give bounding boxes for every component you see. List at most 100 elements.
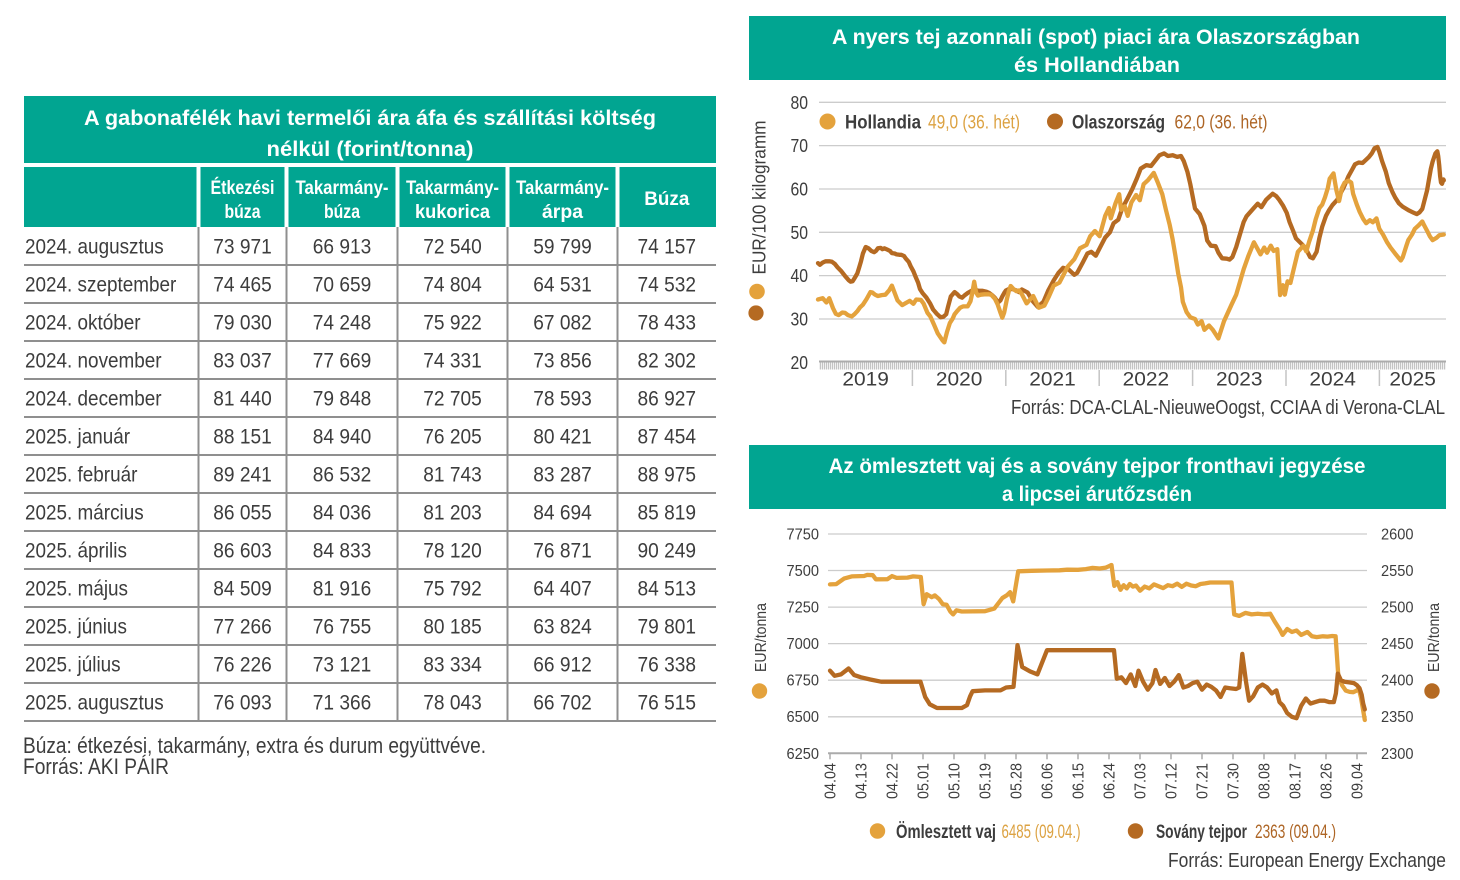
svg-text:07.03: 07.03 — [1133, 763, 1150, 799]
svg-text:73 856: 73 856 — [533, 349, 592, 372]
svg-text:2400: 2400 — [1381, 673, 1414, 690]
svg-text:2024. szeptember: 2024. szeptember — [25, 273, 176, 296]
svg-text:2025. április: 2025. április — [25, 539, 127, 562]
svg-text:2500: 2500 — [1381, 600, 1414, 617]
svg-text:81 440: 81 440 — [213, 387, 272, 410]
svg-text:Takarmány-: Takarmány- — [516, 177, 609, 199]
svg-text:62,0 (36. hét): 62,0 (36. hét) — [1175, 113, 1268, 134]
svg-text:76 871: 76 871 — [533, 539, 592, 562]
svg-text:77 669: 77 669 — [313, 349, 372, 372]
svg-text:64 531: 64 531 — [533, 273, 592, 296]
svg-text:2022: 2022 — [1123, 369, 1170, 391]
svg-text:89 241: 89 241 — [213, 463, 272, 486]
svg-text:Olaszország: Olaszország — [1072, 113, 1165, 134]
svg-text:2024: 2024 — [1309, 369, 1356, 391]
svg-text:78 593: 78 593 — [533, 387, 592, 410]
svg-text:81 203: 81 203 — [423, 501, 482, 524]
svg-text:88 975: 88 975 — [638, 463, 697, 486]
svg-text:08.08: 08.08 — [1257, 763, 1274, 799]
svg-text:7000: 7000 — [787, 636, 820, 653]
svg-text:2300: 2300 — [1381, 746, 1414, 763]
svg-text:77 266: 77 266 — [213, 615, 272, 638]
svg-text:07.30: 07.30 — [1226, 763, 1243, 799]
svg-text:2020: 2020 — [936, 369, 983, 391]
svg-text:67 082: 67 082 — [533, 311, 592, 334]
svg-text:78 433: 78 433 — [638, 311, 697, 334]
svg-text:2600: 2600 — [1381, 527, 1414, 544]
svg-text:84 036: 84 036 — [313, 501, 372, 524]
svg-text:6485 (09.04.): 6485 (09.04.) — [1002, 822, 1081, 843]
svg-text:66 913: 66 913 — [313, 235, 372, 258]
svg-text:73 971: 73 971 — [213, 235, 272, 258]
svg-text:84 509: 84 509 — [213, 577, 272, 600]
svg-text:2025. január: 2025. január — [25, 425, 130, 448]
svg-text:74 157: 74 157 — [638, 235, 697, 258]
svg-text:Ömlesztett vaj: Ömlesztett vaj — [896, 822, 996, 843]
svg-text:2450: 2450 — [1381, 636, 1414, 653]
svg-text:86 532: 86 532 — [313, 463, 372, 486]
svg-text:A nyers tej azonnali (spot) pi: A nyers tej azonnali (spot) piaci ára Ol… — [832, 25, 1360, 49]
svg-text:40: 40 — [791, 265, 809, 286]
svg-text:08.17: 08.17 — [1288, 763, 1305, 799]
svg-text:2024. október: 2024. október — [25, 311, 141, 334]
svg-text:Forrás: AKI PÁIR: Forrás: AKI PÁIR — [23, 754, 169, 779]
svg-text:búza: búza — [225, 201, 261, 223]
svg-text:2025. július: 2025. július — [25, 653, 121, 676]
svg-text:83 334: 83 334 — [423, 653, 482, 676]
svg-text:2025. augusztus: 2025. augusztus — [25, 691, 164, 714]
svg-text:6250: 6250 — [787, 746, 820, 763]
svg-text:2025: 2025 — [1389, 369, 1436, 391]
svg-text:06.15: 06.15 — [1071, 763, 1088, 799]
svg-text:66 912: 66 912 — [533, 653, 592, 676]
svg-text:7750: 7750 — [787, 527, 820, 544]
svg-text:90 249: 90 249 — [638, 539, 697, 562]
svg-text:72 540: 72 540 — [423, 235, 482, 258]
svg-text:80 421: 80 421 — [533, 425, 592, 448]
svg-text:84 833: 84 833 — [313, 539, 372, 562]
svg-text:72 705: 72 705 — [423, 387, 482, 410]
svg-text:2025. június: 2025. június — [25, 615, 127, 638]
svg-text:64 407: 64 407 — [533, 577, 592, 600]
svg-text:70: 70 — [791, 135, 809, 156]
svg-text:71 366: 71 366 — [313, 691, 372, 714]
svg-text:81 743: 81 743 — [423, 463, 482, 486]
svg-text:Búza: Búza — [644, 188, 689, 210]
svg-text:árpa: árpa — [542, 201, 583, 223]
svg-text:74 248: 74 248 — [313, 311, 372, 334]
svg-text:Forrás: DCA-CLAL-NieuweOogst,: Forrás: DCA-CLAL-NieuweOogst, CCIAA di V… — [1011, 396, 1445, 419]
svg-text:59 799: 59 799 — [533, 235, 592, 258]
svg-text:és Hollandiában: és Hollandiában — [1014, 53, 1180, 77]
svg-text:6750: 6750 — [787, 673, 820, 690]
svg-text:63 824: 63 824 — [533, 615, 592, 638]
svg-text:74 465: 74 465 — [213, 273, 272, 296]
svg-text:Búza: étkezési, takarmány, ext: Búza: étkezési, takarmány, extra és duru… — [23, 733, 486, 758]
svg-text:75 922: 75 922 — [423, 311, 482, 334]
svg-text:86 603: 86 603 — [213, 539, 272, 562]
svg-text:76 755: 76 755 — [313, 615, 372, 638]
svg-text:04.22: 04.22 — [885, 763, 902, 799]
svg-text:86 927: 86 927 — [638, 387, 697, 410]
svg-text:30: 30 — [791, 309, 809, 330]
svg-text:2363 (09.04.): 2363 (09.04.) — [1255, 822, 1336, 843]
svg-text:66 702: 66 702 — [533, 691, 592, 714]
svg-text:82 302: 82 302 — [638, 349, 697, 372]
svg-text:74 331: 74 331 — [423, 349, 482, 372]
svg-text:76 205: 76 205 — [423, 425, 482, 448]
svg-text:Sovány tejpor: Sovány tejpor — [1156, 822, 1247, 843]
svg-text:84 694: 84 694 — [533, 501, 592, 524]
svg-text:Forrás: European Energy Exchan: Forrás: European Energy Exchange — [1168, 849, 1446, 872]
svg-text:78 043: 78 043 — [423, 691, 482, 714]
svg-text:Takarmány-: Takarmány- — [406, 177, 499, 199]
svg-text:EUR/100 kilogramm: EUR/100 kilogramm — [749, 121, 770, 275]
svg-text:76 338: 76 338 — [638, 653, 697, 676]
svg-text:04.13: 04.13 — [854, 763, 871, 799]
svg-text:Hollandia: Hollandia — [845, 113, 921, 134]
svg-text:EUR/tonna: EUR/tonna — [753, 603, 770, 672]
svg-text:76 093: 76 093 — [213, 691, 272, 714]
svg-text:kukorica: kukorica — [415, 201, 490, 223]
svg-text:búza: búza — [324, 201, 360, 223]
svg-text:06.24: 06.24 — [1102, 763, 1119, 799]
svg-text:a lipcsei árutőzsdén: a lipcsei árutőzsdén — [1002, 482, 1192, 506]
svg-text:79 848: 79 848 — [313, 387, 372, 410]
svg-text:7500: 7500 — [787, 563, 820, 580]
